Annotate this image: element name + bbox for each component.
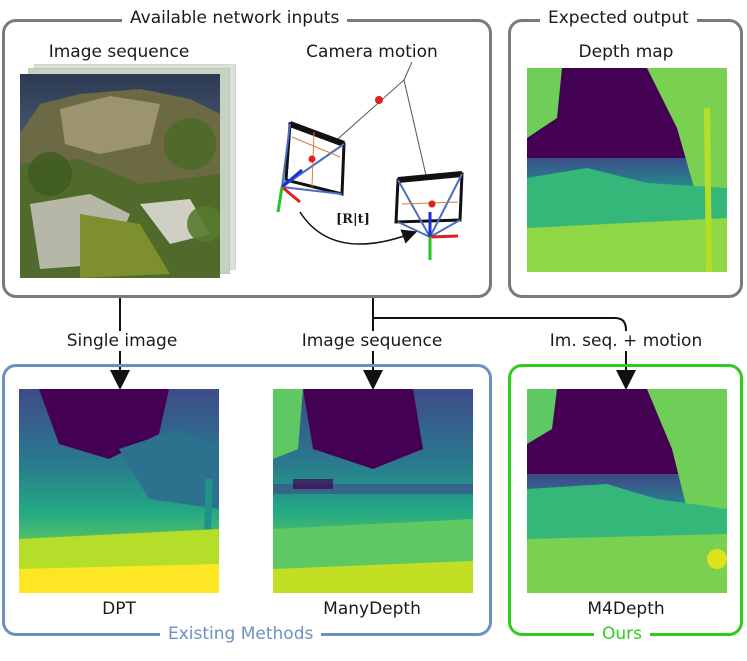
method-label-dpt: DPT — [98, 599, 140, 619]
depth-map-expected — [527, 68, 727, 272]
depth-map-dpt — [19, 389, 219, 593]
inputs-box-title: Available network inputs — [122, 8, 348, 28]
output-box-title: Expected output — [540, 8, 697, 28]
sequence-frame-front — [20, 74, 220, 278]
flow-label-single-image: Single image — [62, 331, 182, 351]
motion-curve — [299, 211, 418, 245]
arrow-seq-motion — [372, 300, 636, 390]
image-sequence-label: Image sequence — [44, 42, 194, 62]
ours-title: Ours — [594, 624, 651, 644]
existing-methods-title: Existing Methods — [160, 624, 322, 644]
method-label-manydepth: ManyDepth — [319, 599, 425, 619]
camera-motion-label: Camera motion — [302, 42, 442, 62]
image-sequence-stack — [20, 62, 240, 282]
camera-2 — [394, 171, 464, 260]
depth-map-manydepth — [273, 389, 473, 593]
world-point-marker — [375, 96, 383, 104]
flow-label-seq-motion: Im. seq. + motion — [545, 331, 707, 351]
method-label-m4depth: M4Depth — [583, 599, 669, 619]
depth-map-label: Depth map — [574, 42, 678, 62]
flow-label-image-sequence: Image sequence — [297, 331, 447, 351]
camera-motion-diagram — [276, 62, 464, 260]
transform-label: [R|t] — [336, 212, 370, 227]
depth-map-m4depth — [527, 389, 727, 593]
camera-1 — [276, 121, 346, 213]
